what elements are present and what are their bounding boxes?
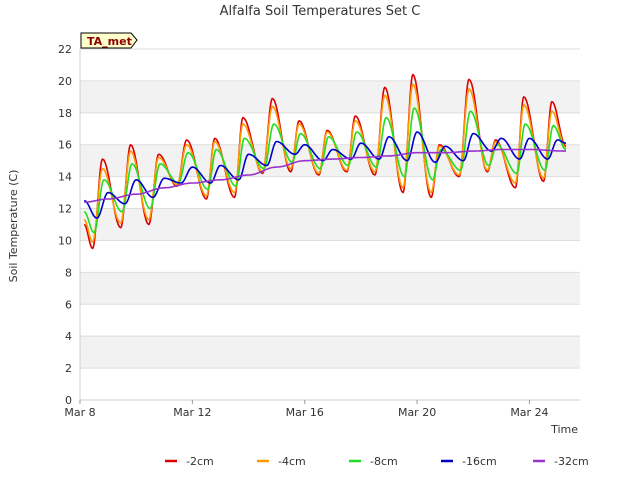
legend-label: -4cm <box>278 455 306 468</box>
y-tick-label: 18 <box>58 107 72 120</box>
plot-background <box>79 48 580 401</box>
grid-band <box>80 80 580 113</box>
series-layer <box>83 73 567 250</box>
site-badge: TA_met <box>80 32 138 49</box>
series-line-32cm <box>84 148 566 203</box>
legend-label: -16cm <box>462 455 497 468</box>
site-badge-label: TA_met <box>87 35 132 48</box>
legend-label: -2cm <box>186 455 214 468</box>
y-tick-label: 14 <box>58 171 72 184</box>
y-tick-label: 22 <box>58 43 72 56</box>
x-tick-label: Mar 24 <box>510 406 548 419</box>
y-tick-label: 12 <box>58 203 72 216</box>
y-tick-label: 4 <box>65 330 72 343</box>
y-tick-label: 10 <box>58 234 72 247</box>
series-line-8cm <box>83 107 567 234</box>
y-tick-label: 8 <box>65 266 72 279</box>
y-tick-label: 16 <box>58 139 72 152</box>
x-tick-label: Mar 16 <box>286 406 324 419</box>
series-line-4cm <box>83 83 567 243</box>
legend-label: -32cm <box>554 455 589 468</box>
x-axis-title: Time <box>550 423 578 436</box>
legend-label: -8cm <box>370 455 398 468</box>
chart-title: Alfalfa Soil Temperatures Set C <box>220 4 421 19</box>
grid-band <box>80 336 580 369</box>
grid-band <box>80 272 580 305</box>
y-tick-label: 6 <box>65 298 72 311</box>
grid-band <box>80 208 580 241</box>
y-tick-label: 0 <box>65 394 72 407</box>
y-axis: 0 2 4 6 8 10 12 14 16 18 20 22 <box>58 43 72 407</box>
x-tick-label: Mar 8 <box>64 406 95 419</box>
y-axis-title: Soil Temperature (C) <box>7 170 20 283</box>
site-badge-box <box>80 32 138 49</box>
legend: -2cm -4cm -8cm -16cm -32cm <box>165 455 589 468</box>
x-tick-label: Mar 20 <box>398 406 436 419</box>
x-axis: Mar 8 Mar 12 Mar 16 Mar 20 Mar 24 <box>64 400 549 419</box>
x-tick-label: Mar 12 <box>173 406 211 419</box>
y-tick-label: 20 <box>58 75 72 88</box>
y-tick-label: 2 <box>65 362 72 375</box>
